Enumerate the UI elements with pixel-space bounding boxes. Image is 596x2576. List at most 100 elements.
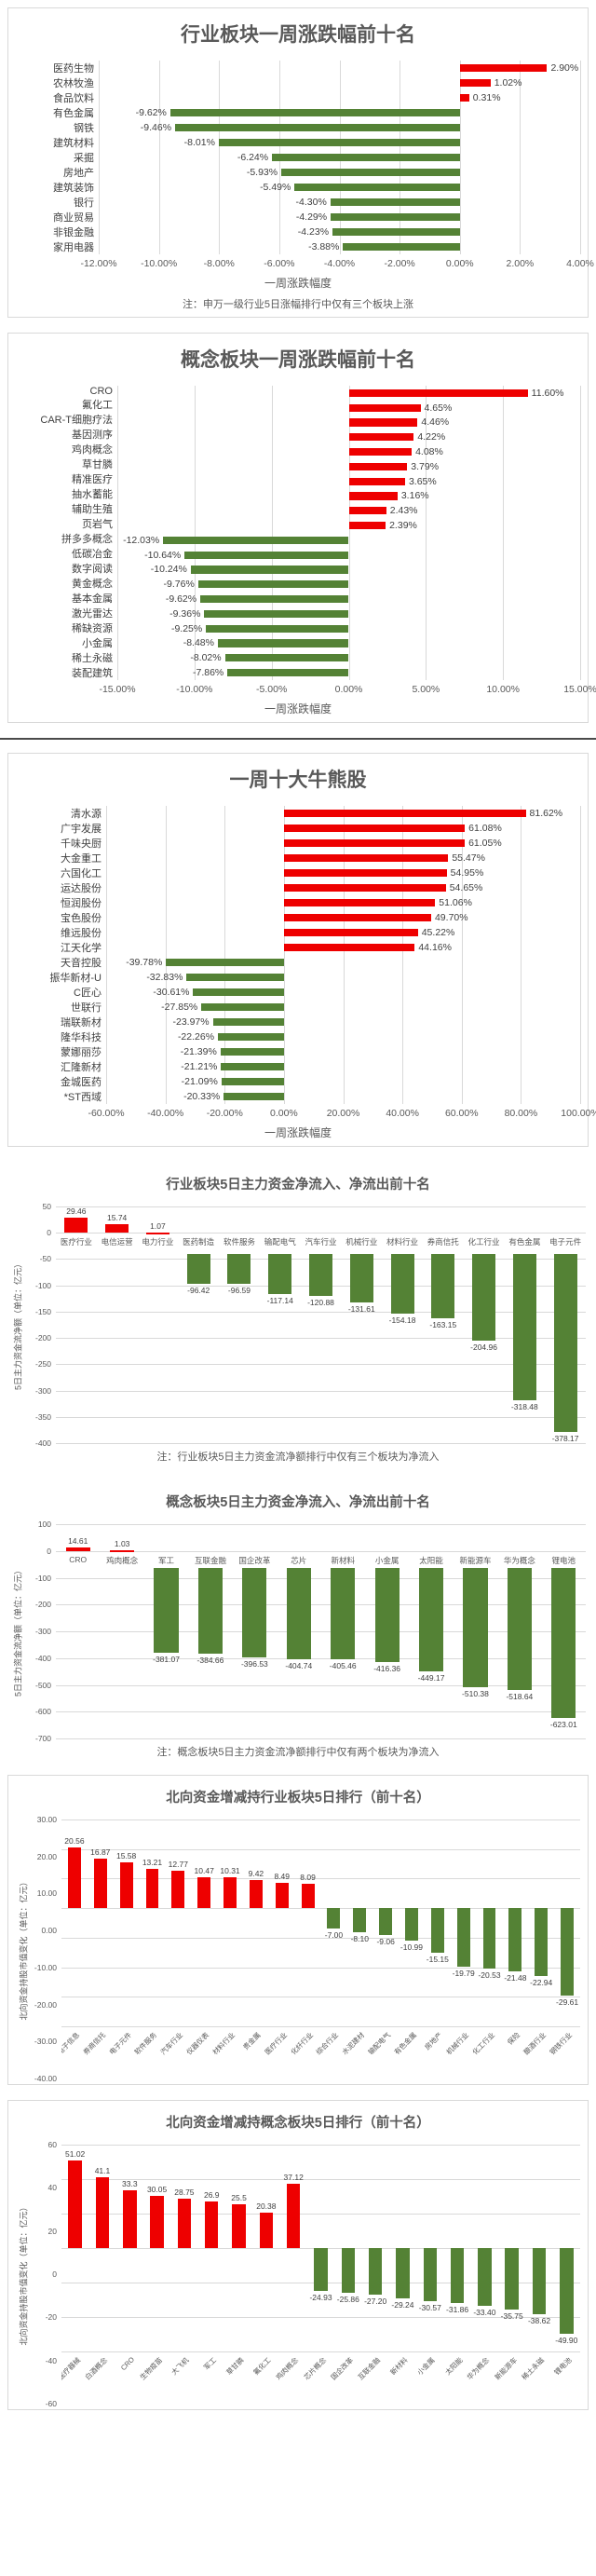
plot-column: 20.56 16.87 15.58 13.21 12.77 10.47 10.31 9.42 8… [61, 1820, 580, 2079]
concept-week-change-chart: CRO 氟化工 CAR-T细胞疗法 基因测序 鸡肉概念 草甘膦 精准医疗 抽水蓄能 辅助生殖 页岩… [16, 386, 596, 697]
value-label: 8.49 [274, 1872, 290, 1882]
bar [472, 1254, 496, 1341]
bar [390, 1254, 414, 1315]
value-label: -3.88% [308, 241, 340, 252]
bar [374, 1568, 400, 1663]
value-label: 54.65% [449, 882, 483, 893]
value-label: -449.17 [417, 1672, 445, 1683]
gridline [117, 386, 118, 680]
bar [505, 2248, 519, 2310]
value-label: -96.42 [187, 1285, 210, 1295]
value-label: -35.75 [500, 2311, 523, 2322]
gridline [165, 806, 167, 1104]
bar [463, 1568, 488, 1688]
tick-label: -10.00% [141, 258, 178, 269]
gridline [402, 806, 404, 1104]
value-label: -12.03% [123, 534, 160, 546]
category-label: 金城医药 [61, 1077, 102, 1088]
category-label: 千味央厨 [61, 838, 102, 850]
gridline [56, 1684, 586, 1686]
chart-title: 行业板块5日主力资金净流入、净流出前十名 [166, 1178, 430, 1193]
category-label: 钢铁行业 [548, 2030, 575, 2057]
category-label: 辅助生殖 [72, 504, 113, 515]
value-label: -19.79 [452, 1968, 475, 1978]
bar [145, 1869, 159, 1909]
category-label: 新材料 [388, 2355, 410, 2377]
bar [227, 668, 349, 677]
gridline [521, 806, 522, 1104]
bar [348, 447, 413, 457]
category-label: 医药生物 [53, 63, 94, 75]
category-label: 食品饮料 [53, 93, 94, 104]
category-label: 精准医疗 [72, 474, 113, 485]
category-label: 医疗器械 [61, 2355, 82, 2382]
category-label: CRO [89, 386, 113, 397]
bar [201, 1002, 284, 1012]
value-label: 0.31% [472, 92, 501, 103]
value-label: 9.42 [248, 1869, 264, 1879]
category-label: 化工行业 [470, 2030, 496, 2057]
value-label: 30.05 [146, 2185, 168, 2195]
value-label: -29.24 [391, 2300, 414, 2310]
category-label: 基因测序 [72, 429, 113, 441]
bar [430, 1908, 444, 1954]
value-label: -21.09% [181, 1076, 218, 1087]
value-label: 8.09 [300, 1873, 316, 1883]
bar-row: 4.22% [117, 429, 580, 444]
tick-label: -400 [34, 1653, 51, 1663]
bar [405, 1908, 418, 1941]
category-label: 太阳能 [419, 1555, 443, 1565]
bar-row: 4.08% [117, 444, 580, 459]
chart-title: 一周十大牛熊股 [229, 770, 367, 791]
bar [379, 1908, 393, 1935]
tick-label: -500 [34, 1680, 51, 1690]
bar [332, 227, 460, 237]
category-label: 仪器仪表 [184, 2030, 211, 2057]
bar-row: 3.65% [117, 474, 580, 489]
bar-row: 4.46% [117, 416, 580, 430]
bar-row: -10.64% [117, 548, 580, 563]
bar-row: -21.21% [106, 1059, 580, 1074]
value-label: 2.90% [550, 62, 579, 74]
bar-row: -9.62% [117, 592, 580, 607]
category-label: 数字阅读 [72, 564, 113, 575]
value-label: 15.74 [107, 1213, 128, 1223]
category-label: 券商信托 [81, 2030, 107, 2057]
value-label: -8.10 [350, 1933, 369, 1943]
value-label: -623.01 [549, 1719, 577, 1729]
bar [348, 521, 386, 530]
gridline [219, 61, 221, 254]
tick-label: -700 [34, 1734, 51, 1743]
bar [224, 1092, 284, 1101]
value-label: -10.24% [150, 564, 187, 576]
category-label: 大金重工 [61, 853, 102, 865]
chart-note: 注：行业板块5日主力资金流净额排行中仅有三个板块为净流入 [156, 1452, 440, 1463]
tick-label: -300 [34, 1627, 51, 1636]
gridline [426, 386, 427, 680]
category-label: 非银金融 [53, 227, 94, 239]
bar [197, 1876, 211, 1909]
value-label: 10.31 [220, 1866, 240, 1876]
bar-row: 81.62% [106, 806, 580, 821]
chart-note: 注：申万一级行业5日涨幅排行中仅有三个板块上涨 [182, 299, 414, 310]
tick-label: -200 [34, 1600, 51, 1610]
gridline [56, 1631, 586, 1632]
category-label: 天音控股 [61, 958, 102, 969]
plot-column: 51.02 41.1 33.3 30.05 28.75 26.9 25.5 20.38 37.1… [61, 2145, 580, 2404]
plot-area: 81.62% 61.08% 61.05% 55.47% 54.95% 54.65% 51.0… [106, 806, 581, 1104]
bar [218, 639, 349, 647]
value-label: -27.85% [161, 1002, 198, 1013]
value-label: -318.48 [510, 1401, 538, 1411]
bar [301, 1884, 315, 1909]
value-label: -378.17 [551, 1433, 579, 1443]
value-label: -9.76% [163, 579, 195, 591]
category-label: CRO [118, 2355, 136, 2373]
category-label: 锂电池 [551, 1555, 576, 1565]
bar [93, 1858, 107, 1909]
y-axis-title-text: 北向资金持股市值变化（单位：亿元） [19, 2202, 28, 2346]
plot-column: 81.62% 61.08% 61.05% 55.47% 54.95% 54.65% 51.0… [88, 806, 596, 1121]
gridline [194, 386, 196, 680]
bar [283, 898, 436, 907]
bar [535, 1908, 549, 1976]
value-label: 41.1 [94, 2165, 111, 2175]
